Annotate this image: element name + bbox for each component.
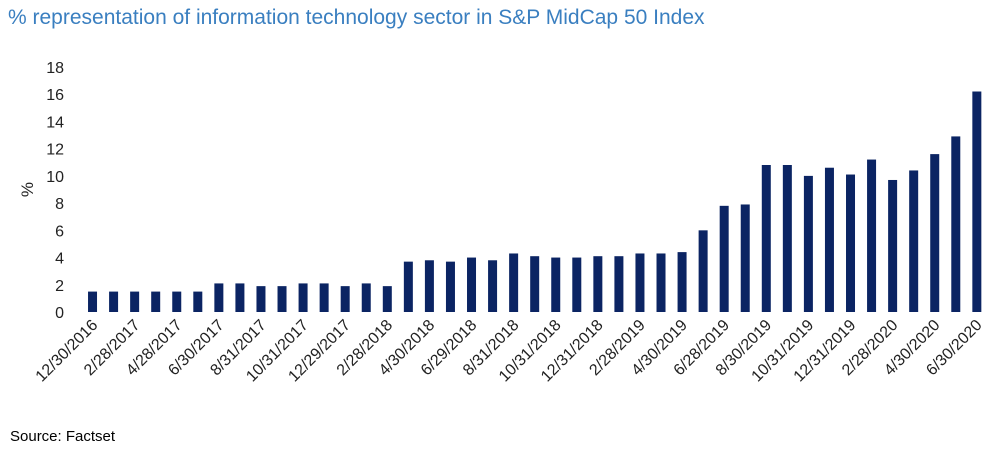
y-tick-label: 8 bbox=[55, 196, 64, 213]
bar bbox=[951, 136, 961, 312]
bar-series bbox=[88, 91, 982, 312]
bar bbox=[551, 257, 561, 312]
bar bbox=[361, 283, 371, 312]
y-tick-label: 10 bbox=[46, 169, 64, 186]
chart-title: % representation of information technolo… bbox=[8, 6, 705, 29]
bar bbox=[614, 256, 624, 312]
y-tick-label: 14 bbox=[46, 114, 64, 131]
bar bbox=[319, 283, 329, 312]
bar bbox=[719, 205, 729, 312]
bar bbox=[530, 256, 540, 312]
bar bbox=[403, 261, 413, 312]
y-tick-label: 2 bbox=[55, 278, 64, 295]
y-tick-label: 6 bbox=[55, 223, 64, 240]
bar bbox=[445, 261, 455, 312]
bar bbox=[698, 230, 708, 312]
bar bbox=[782, 165, 792, 312]
bar bbox=[846, 174, 856, 312]
x-axis: 12/30/20162/28/20174/28/20176/30/20178/3… bbox=[33, 317, 986, 386]
y-tick-label: 4 bbox=[55, 251, 64, 268]
y-axis: 0 2 4 6 8 10 12 14 16 18% bbox=[18, 60, 64, 322]
y-tick-label: 16 bbox=[46, 87, 64, 104]
y-tick-label: 12 bbox=[46, 142, 64, 159]
bar bbox=[467, 257, 477, 312]
source-note: Source: Factset bbox=[10, 428, 116, 445]
bar bbox=[488, 260, 498, 312]
bar bbox=[277, 286, 287, 312]
bar bbox=[803, 175, 813, 312]
bar bbox=[256, 286, 266, 312]
bar bbox=[340, 286, 350, 312]
bar bbox=[109, 291, 119, 312]
bar bbox=[593, 256, 603, 312]
bar bbox=[909, 170, 919, 312]
y-axis-label: % bbox=[18, 182, 37, 197]
bar bbox=[235, 283, 245, 312]
bar bbox=[761, 165, 771, 312]
y-tick-label: 0 bbox=[55, 305, 64, 322]
bar bbox=[151, 291, 161, 312]
bar bbox=[382, 286, 392, 312]
bar bbox=[867, 159, 877, 312]
bar bbox=[656, 253, 666, 312]
bar bbox=[824, 167, 834, 312]
bar bbox=[193, 291, 203, 312]
bar bbox=[298, 283, 308, 312]
bar bbox=[214, 283, 224, 312]
bar bbox=[677, 252, 687, 312]
y-tick-label: 18 bbox=[46, 60, 64, 77]
bar bbox=[740, 204, 750, 312]
bar bbox=[88, 291, 98, 312]
bar bbox=[172, 291, 182, 312]
bar bbox=[888, 179, 898, 312]
bar bbox=[972, 91, 982, 312]
bar bbox=[930, 154, 940, 312]
bar bbox=[130, 291, 140, 312]
bar bbox=[572, 257, 582, 312]
bar bbox=[509, 253, 519, 312]
bar bbox=[635, 253, 645, 312]
bar bbox=[424, 260, 434, 312]
